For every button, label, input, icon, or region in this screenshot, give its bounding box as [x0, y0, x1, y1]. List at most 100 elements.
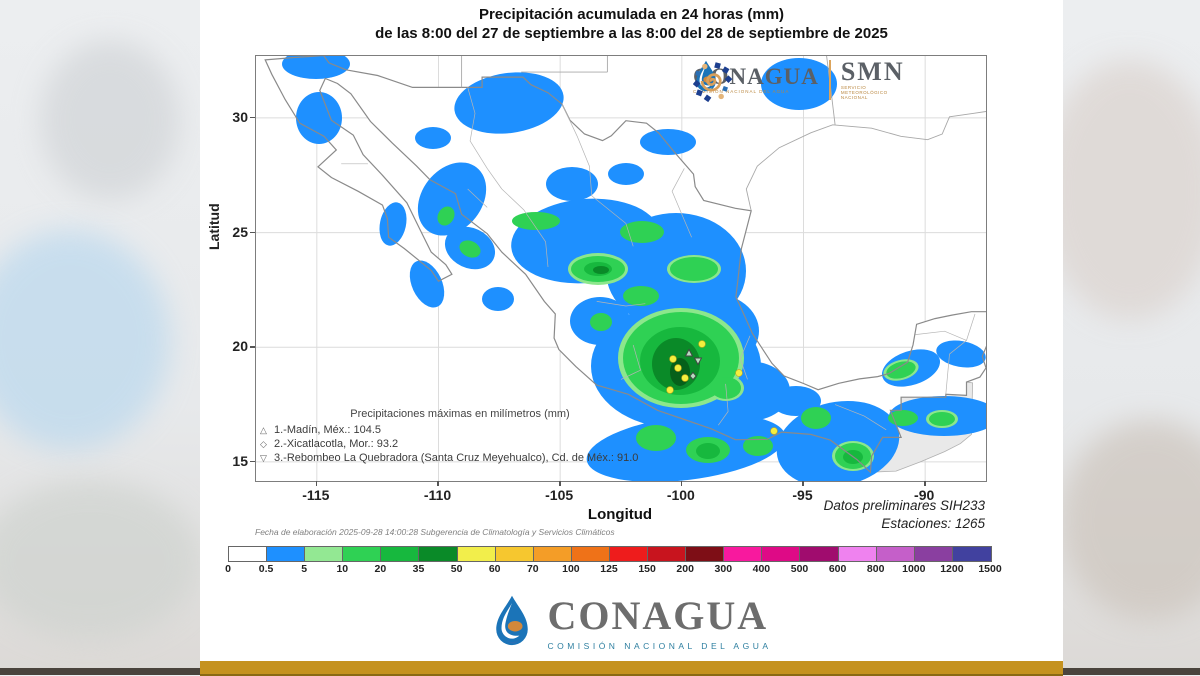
color-scale-value: 35: [412, 563, 425, 575]
smn-spiral-icon: [693, 62, 733, 103]
precipitation-map: CONAGUA COMISIÓN NACIONAL DEL AGUA: [255, 55, 987, 482]
color-scale-segment: [381, 547, 420, 561]
x-tick-label: -90: [914, 487, 935, 503]
x-tick-mark: [924, 481, 926, 486]
logo-divider: [828, 59, 831, 100]
color-scale-value: 0: [225, 563, 231, 575]
station-marker-symbol: ▽: [260, 453, 267, 463]
y-tick-label: 15: [232, 452, 248, 469]
conagua-drop-icon-large: [496, 595, 529, 645]
color-scale-segment: [343, 547, 382, 561]
x-tick-label: -100: [666, 487, 695, 503]
color-scale-segment: [724, 547, 763, 561]
title-line-1: Precipitación acumulada en 24 horas (mm): [478, 6, 785, 23]
x-tick-mark: [315, 481, 318, 486]
header-logos: CONAGUA COMISIÓN NACIONAL DEL AGUA: [693, 57, 905, 103]
color-scale-segment: [876, 547, 915, 561]
y-tick-mark: [250, 346, 255, 348]
max-legend-item: ◇ 2.-Xicatlacotla, Mor.: 93.2: [260, 437, 690, 451]
color-scale-segment: [267, 547, 306, 561]
chart-title: Precipitación acumulada en 24 horas (mm)…: [200, 5, 1063, 43]
color-scale-value: 0.5: [258, 563, 274, 575]
stations-line: Estaciones: 1265: [881, 516, 985, 531]
color-scale-segment: [800, 547, 839, 561]
color-scale-segment: [609, 547, 649, 561]
color-scale-value: 300: [714, 563, 733, 575]
max-legend-item: ▽ 3.-Rebombeo La Quebradora (Santa Cruz M…: [260, 451, 690, 465]
title-line-2: de las 8:00 del 27 de septiembre a las 8…: [375, 25, 888, 42]
smn-logo: SMN SERVICIO METEOROLÓGICO NACIONAL: [693, 57, 905, 103]
station-max-text: 3.-Rebombeo La Quebradora (Santa Cruz Me…: [274, 452, 639, 464]
y-tick-label: 20: [232, 338, 248, 355]
color-scale-segment: [686, 547, 725, 561]
color-scale-segment: [648, 547, 687, 561]
color-scale-value: 50: [450, 563, 463, 575]
max-legend-items: △ 1.-Madín, Méx.: 104.5 ◇ 2.-Xicatlacotla, …: [260, 423, 690, 465]
background-blur-left-blue: [0, 230, 170, 450]
color-scale-value: 1500: [978, 563, 1002, 575]
y-tick-label: 30: [232, 108, 248, 125]
x-tick-label: -115: [302, 487, 330, 503]
footer-conagua-subtitle: COMISIÓN NACIONAL DEL AGUA: [547, 641, 772, 651]
max-legend-item: △ 1.-Madín, Méx.: 104.5: [260, 423, 690, 437]
color-scale-value: 125: [600, 563, 618, 575]
color-scale-value: 1200: [940, 563, 964, 575]
footer-conagua-logo: CONAGUA COMISIÓN NACIONAL DEL AGUA: [200, 592, 1063, 651]
x-axis-label: Longitud: [587, 506, 653, 523]
background-blur-right-low: [1060, 420, 1200, 620]
station-marker-symbol: ◇: [260, 439, 267, 449]
color-scale-value: 400: [752, 563, 771, 575]
preliminary-data-note: Datos preliminares SIH233 Estaciones: 12…: [824, 497, 985, 533]
color-scale-value: 600: [828, 563, 847, 575]
color-scale-value: 1000: [902, 563, 926, 575]
map-canvas: [256, 56, 986, 481]
footer-conagua-wordmark: CONAGUA: [547, 593, 769, 638]
color-scale-value: 100: [562, 563, 580, 575]
color-scale-value: 150: [638, 563, 656, 575]
color-scale-segment: [457, 547, 496, 561]
conagua-subtitle: COMISIÓN NACIONAL DEL AGUA: [693, 89, 790, 94]
preliminary-line: Datos preliminares SIH233: [823, 498, 985, 513]
color-scale-segment: [952, 547, 991, 561]
color-scale-value: 200: [676, 563, 694, 575]
y-tick-mark: [250, 460, 255, 463]
color-scale-segment: [229, 547, 268, 561]
background-blur-left-gray: [40, 40, 180, 200]
x-tick-mark: [680, 481, 683, 486]
color-scale-value: 10: [336, 563, 349, 575]
color-scale-labels: 0 0.5 5 10 20 35 50 60 70 100 125 150 200 300 400 500 60…: [225, 563, 1002, 577]
station-max-text: 2.-Xicatlacotla, Mor.: 93.2: [274, 438, 399, 450]
background-blur-left-low: [0, 480, 200, 640]
color-scale-segment: [305, 547, 344, 561]
smn-wordmark: SMN: [840, 57, 905, 86]
gold-footer-bar: [200, 661, 1063, 676]
background-blur-right-warm: [1040, 60, 1200, 320]
x-tick-label: -110: [423, 487, 452, 503]
y-tick-label: 25: [232, 223, 248, 240]
x-tick-mark: [437, 481, 439, 486]
x-tick-label: -105: [545, 487, 574, 503]
max-precipitation-legend: Precipitaciones máximas en milímetros (m…: [260, 407, 690, 465]
color-scale-value: 70: [526, 563, 539, 575]
color-scale-segment: [838, 547, 877, 561]
color-scale-segment: [495, 547, 534, 561]
x-tick-mark: [559, 481, 561, 486]
color-scale-value: 500: [790, 563, 809, 575]
x-tick-mark: [802, 481, 804, 486]
color-scale-segment: [914, 547, 953, 561]
smn-subtitle: SERVICIO METEOROLÓGICO NACIONAL: [840, 85, 888, 100]
color-scale-value: 60: [488, 563, 501, 575]
color-scale-segment: [762, 547, 801, 561]
station-marker-symbol: △: [260, 425, 267, 435]
station-max-text: 1.-Madín, Méx.: 104.5: [274, 424, 381, 436]
max-legend-title: Precipitaciones máximas en milímetros (m…: [350, 408, 570, 420]
y-tick-mark: [250, 231, 255, 234]
x-tick-label: -95: [792, 487, 813, 503]
elaboration-note: Fecha de elaboración 2025-09-28 14:00:28…: [255, 527, 615, 537]
color-scale-segment: [571, 547, 610, 561]
color-scale-value: 5: [301, 563, 308, 575]
color-scale-segment: [419, 547, 458, 561]
color-scale-value: 800: [866, 563, 885, 575]
figure-panel: Precipitación acumulada en 24 horas (mm)…: [200, 0, 1063, 662]
color-scale-segment: [533, 547, 572, 561]
